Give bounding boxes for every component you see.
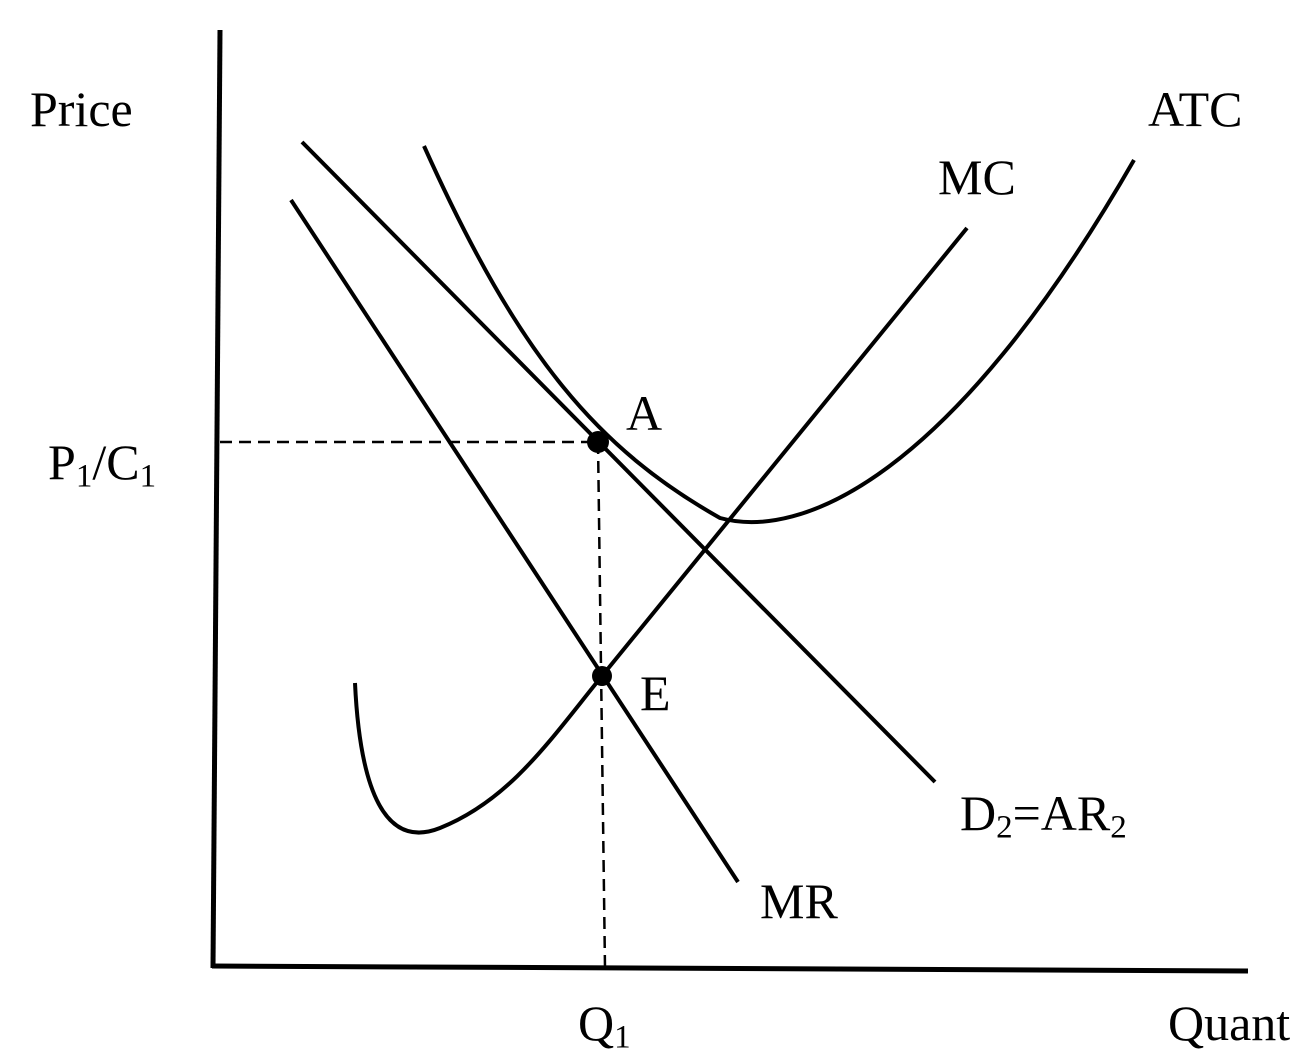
y-axis xyxy=(210,29,223,969)
mr-label: MR xyxy=(760,873,838,929)
point-e-label: E xyxy=(640,665,671,721)
quantity-tick-label: Q1 xyxy=(578,995,631,1054)
quantity-symbol: Q xyxy=(578,995,615,1051)
atc-curve xyxy=(422,145,1136,525)
demand-symbol: D xyxy=(960,785,997,841)
point-a-marker xyxy=(587,431,609,453)
atc-label: ATC xyxy=(1148,81,1243,137)
x-axis xyxy=(211,963,1249,974)
quantity-dashed-guide xyxy=(596,441,607,969)
demand-curve xyxy=(300,140,937,784)
y-axis-label: Price xyxy=(30,81,133,137)
price-tick-label: P1/C1 xyxy=(48,434,156,493)
point-e-marker xyxy=(592,666,612,686)
mc-curve xyxy=(353,226,969,835)
price-subscript: 1 xyxy=(75,458,93,495)
average-revenue-symbol: =AR xyxy=(1012,785,1111,841)
cost-subscript: 1 xyxy=(139,458,157,495)
slash: / xyxy=(92,434,107,490)
average-revenue-subscript: 2 xyxy=(1110,809,1127,846)
demand-subscript: 2 xyxy=(996,809,1013,846)
marginal-revenue-curve xyxy=(289,198,740,884)
quantity-subscript: 1 xyxy=(614,1019,631,1056)
demand-label: D2=AR2 xyxy=(960,785,1127,844)
mc-label: MC xyxy=(938,149,1016,205)
point-a-label: A xyxy=(626,385,663,441)
cost-symbol: C xyxy=(106,434,140,490)
price-symbol: P xyxy=(48,434,76,490)
x-axis-label: Quant xyxy=(1168,995,1291,1051)
